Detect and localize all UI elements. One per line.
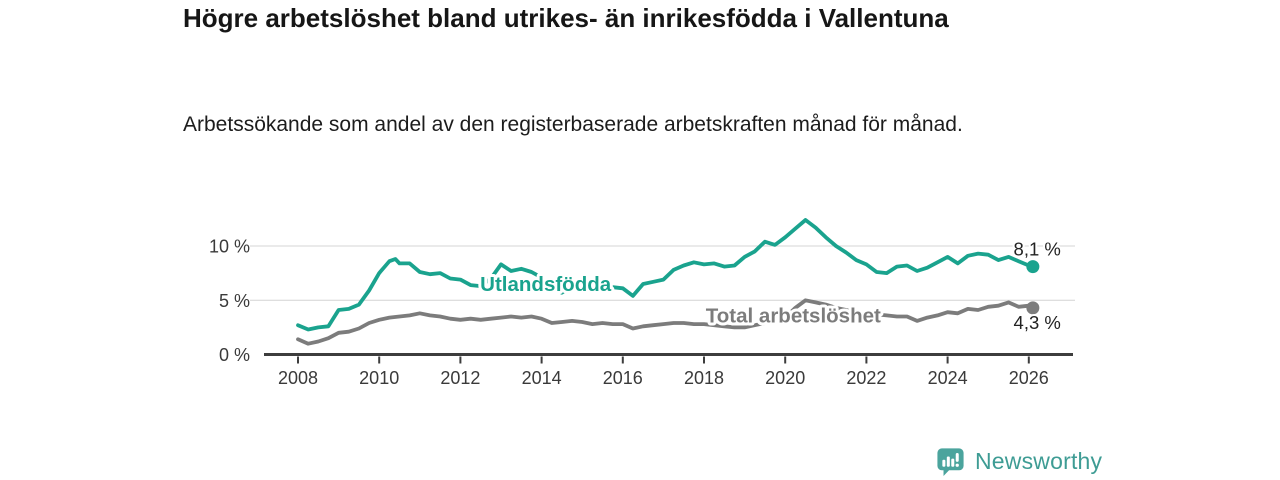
- x-tick-label: 2018: [684, 368, 724, 388]
- chart-title: Högre arbetslöshet bland utrikes- än inr…: [183, 3, 949, 33]
- series-end-dot: [1026, 260, 1040, 274]
- x-tick-label: 2022: [846, 368, 886, 388]
- chart-subtitle: Arbetssökande som andel av den registerb…: [183, 113, 963, 136]
- brand-name: Newsworthy: [975, 448, 1103, 474]
- y-tick-label: 0 %: [219, 345, 250, 365]
- bar-chart-badge-icon: [937, 448, 964, 477]
- chart-canvas: 2008 2010 2012 2014 2016 2018 2020 2022 2024 2026…: [209, 218, 1075, 388]
- newsworthy-logo: Newsworthy: [935, 446, 1102, 477]
- line-chart: 2008 2010 2012 2014 2016 2018 2020 2022 2024 2026…: [180, 205, 1100, 400]
- x-tick-label: 2014: [522, 368, 562, 388]
- series-label: Total arbetslöshet: [706, 304, 881, 327]
- x-tick-label: 2012: [440, 368, 480, 388]
- x-tick-label: 2008: [278, 368, 318, 388]
- x-tick-label: 2020: [765, 368, 805, 388]
- series-line-utlandsfodda: [296, 218, 1035, 332]
- series-line-total: [296, 298, 1035, 346]
- x-tick-label: 2010: [359, 368, 399, 388]
- y-tick-label: 5 %: [219, 291, 250, 311]
- series-label: Utlandsfödda: [480, 273, 612, 296]
- series-end-dot: [1026, 301, 1040, 315]
- x-tick-label: 2026: [1009, 368, 1049, 388]
- y-tick-label: 10 %: [209, 237, 250, 257]
- series-end-value-label: 4,3 %: [1014, 312, 1061, 333]
- x-tick-label: 2024: [928, 368, 968, 388]
- x-tick-label: 2016: [603, 368, 643, 388]
- series-end-value-label: 8,1 %: [1014, 239, 1061, 260]
